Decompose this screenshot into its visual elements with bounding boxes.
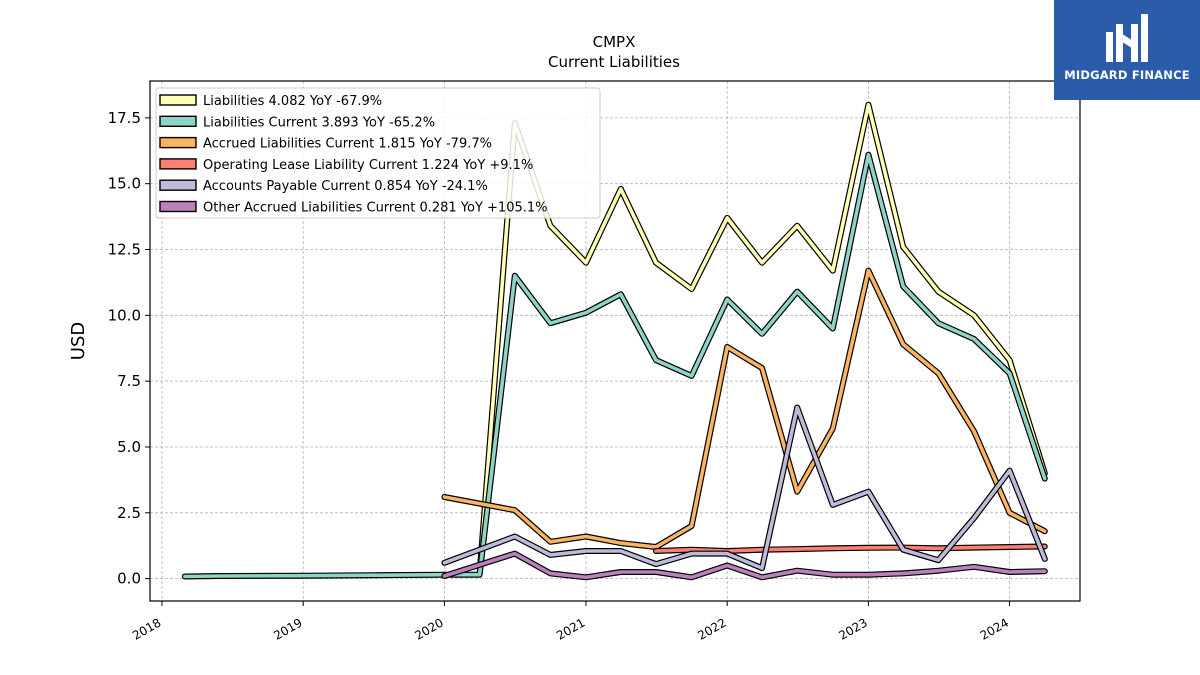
plot-frame — [149, 80, 1081, 602]
y-tick-label: 12.5 — [108, 241, 141, 259]
legend-swatch — [159, 115, 197, 128]
series-line-5 — [442, 551, 1047, 580]
x-tick-label: 2018 — [130, 615, 163, 642]
y-tick-label: 15.0 — [108, 175, 141, 193]
legend-swatch — [159, 94, 197, 106]
series-line-2 — [442, 268, 1047, 549]
logo-text: MIDGARD FINANCE — [1064, 68, 1190, 82]
legend-entry: Other Accrued Liabilities Current 0.281 … — [203, 201, 548, 216]
series-lines — [181, 101, 1048, 581]
series-line-0 — [477, 102, 1047, 576]
x-tick-label: 2022 — [695, 615, 728, 642]
chart-subtitle: Current Liabilities — [548, 53, 680, 71]
legend-box — [155, 87, 601, 219]
legend-entry: Accrued Liabilities Current 1.815 YoY -7… — [203, 137, 492, 152]
legend: Liabilities 4.082 YoY -67.9% Liabilities … — [155, 87, 601, 219]
legend-entry: Accounts Payable Current 0.854 YoY -24.1… — [203, 179, 488, 194]
y-tick-label: 10.0 — [108, 306, 141, 324]
midgard-finance-logo: MIDGARD FINANCE — [1054, 0, 1200, 100]
chart-title: CMPX — [593, 33, 636, 51]
legend-swatch — [159, 179, 197, 191]
y-tick-label: 7.5 — [117, 372, 141, 390]
legend-swatch — [159, 158, 197, 170]
legend-entry: Liabilities Current 3.893 YoY -65.2% — [203, 115, 435, 130]
x-tick-label: 2024 — [978, 615, 1011, 642]
legend-swatch — [159, 200, 197, 213]
x-tick-label: 2020 — [412, 615, 445, 642]
y-tick-label: 0.0 — [117, 570, 141, 588]
y-axis-label: USD — [68, 322, 89, 360]
x-tick-label: 2021 — [554, 615, 587, 642]
series-line-outline — [441, 404, 1048, 572]
series-line-1 — [183, 152, 1047, 579]
series-line-outline — [441, 267, 1048, 550]
y-tick-label: 5.0 — [117, 438, 141, 456]
legend-swatch — [159, 136, 197, 149]
x-tick-label: 2019 — [271, 615, 304, 642]
legend-entry: Liabilities 4.082 YoY -67.9% — [203, 94, 382, 109]
y-tick-label: 17.5 — [108, 109, 141, 127]
series-line-4 — [442, 405, 1047, 570]
logo-mark-icon — [1106, 14, 1148, 62]
legend-entry: Operating Lease Liability Current 1.224 … — [203, 158, 533, 173]
y-tick-label: 2.5 — [117, 504, 141, 522]
x-tick-label: 2023 — [836, 615, 869, 642]
